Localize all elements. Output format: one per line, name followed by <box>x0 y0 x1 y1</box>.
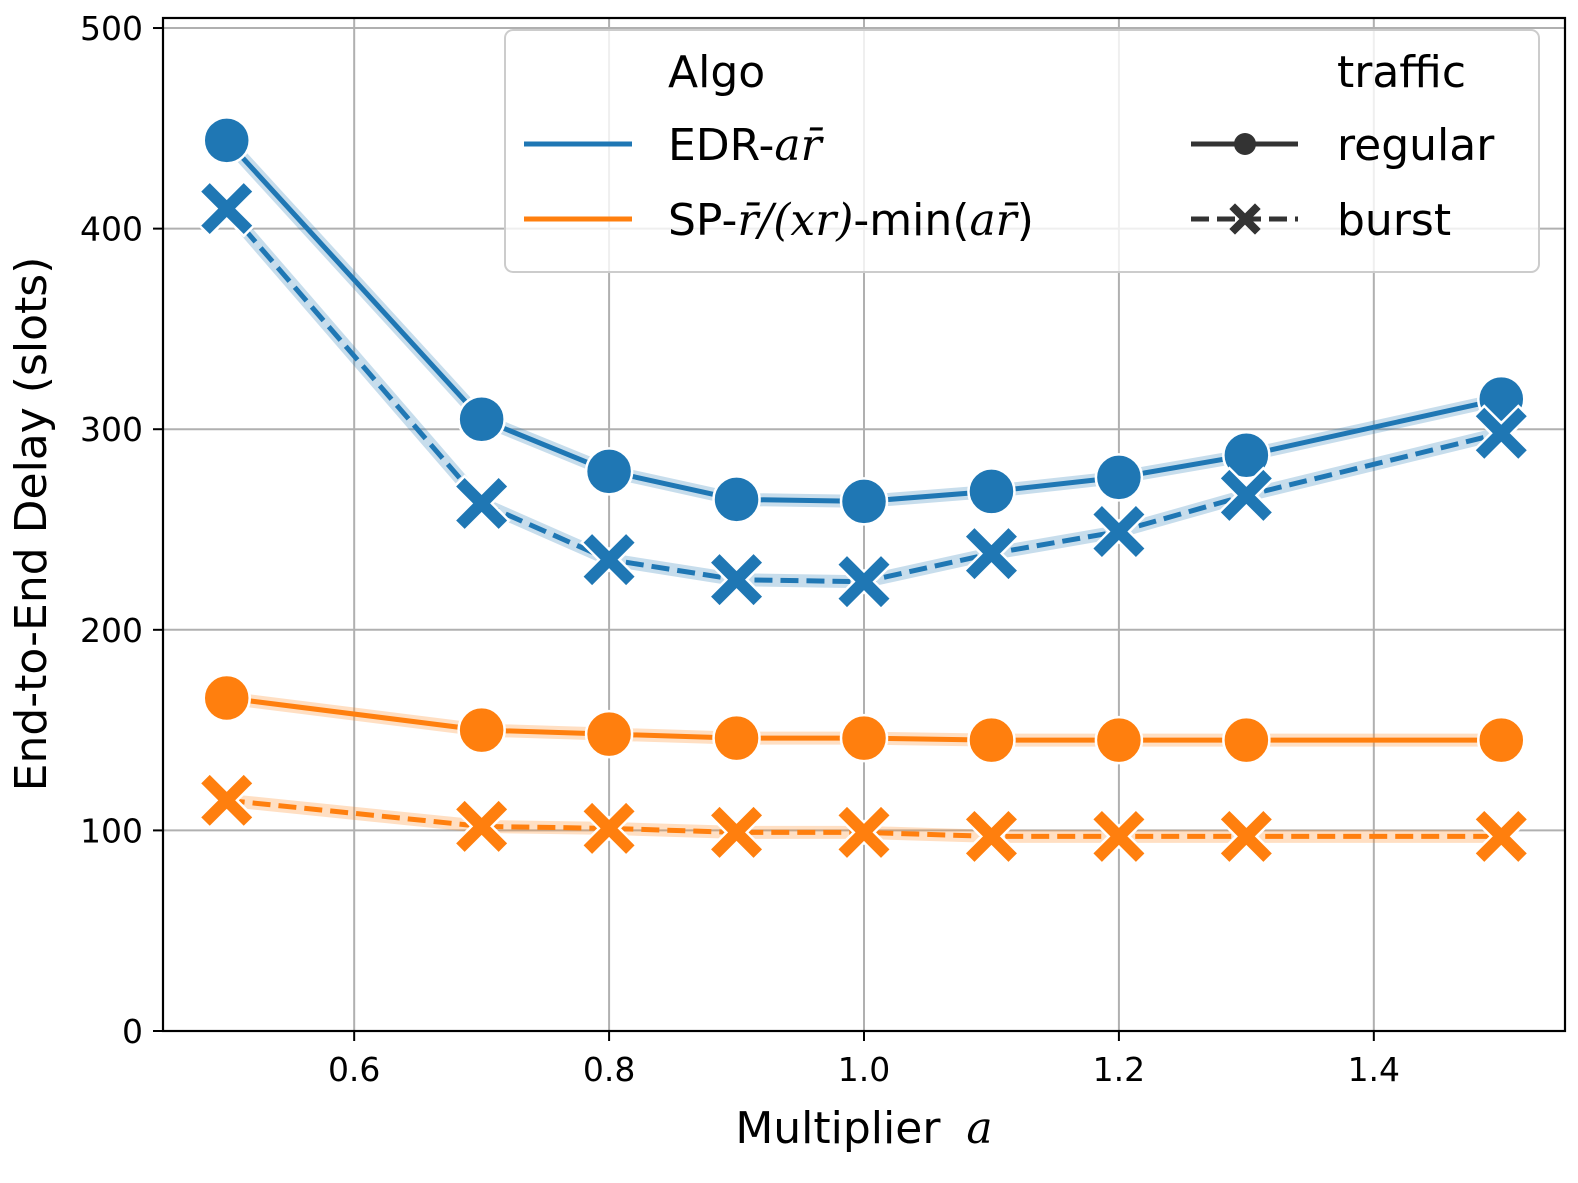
series-layer <box>197 116 1531 866</box>
legend: Algo traffic EDR-ar̄ SP-r̄/(xr)-min(ar̄)… <box>504 29 1540 273</box>
legend-sp-suffix: -min( <box>853 195 969 246</box>
edr-burst-point <box>580 530 639 589</box>
x-marker <box>838 806 890 858</box>
x-marker <box>1220 469 1272 521</box>
y-tick-label: 0 <box>122 1012 143 1051</box>
edr-burst-point <box>707 550 766 609</box>
sp-regular-point <box>712 713 761 763</box>
x-tick-label: 0.8 <box>583 1050 635 1089</box>
edr-regular-point <box>202 116 251 165</box>
sp-burst-point <box>834 803 894 862</box>
y-tick-label: 100 <box>80 811 143 850</box>
edr-regular-point <box>1222 431 1271 480</box>
sp-burst-point <box>1472 807 1531 866</box>
edr-burst-point <box>1472 404 1531 463</box>
x-marker <box>711 554 763 606</box>
sp-burst-point <box>452 797 511 856</box>
x-marker <box>456 800 508 852</box>
legend-sp-suffix2: ) <box>1017 195 1034 246</box>
sp-regular-point <box>457 705 506 755</box>
x-marker <box>965 528 1017 580</box>
x-tick-label: 1.4 <box>1348 1050 1400 1089</box>
y-tick-label: 500 <box>80 9 143 48</box>
x-marker <box>711 806 763 858</box>
x-axis-title-math: a <box>966 1103 992 1154</box>
y-tick-label: 200 <box>80 611 143 650</box>
x-marker <box>456 477 508 529</box>
sp-burst-point <box>707 803 766 862</box>
y-axis-title: End-to-End Delay (slots) <box>6 257 57 792</box>
edr-burst-point <box>834 552 894 611</box>
edr-regular-point <box>712 475 761 524</box>
legend-sp-label: SP-r̄/(xr)-min(ar̄) <box>668 195 1034 246</box>
sp-burst-point <box>1089 807 1148 866</box>
x-marker <box>1475 407 1527 459</box>
x-marker <box>1093 810 1145 862</box>
sp-regular-point <box>1222 715 1271 765</box>
x-marker <box>583 802 635 854</box>
sp-regular-point <box>584 709 634 759</box>
axis-ticks: 0.6 0.8 1.0 1.2 1.4 0 100 200 300 400 500 <box>80 9 1400 1089</box>
edr-regular-point <box>967 467 1016 516</box>
x-marker <box>1475 810 1527 862</box>
edr-regular-point <box>457 394 506 444</box>
edr-regular-point <box>839 477 889 526</box>
legend-sp-math2: ar̄ <box>969 195 1019 246</box>
edr-burst-point <box>197 179 256 238</box>
x-marker <box>1220 810 1272 862</box>
x-axis-title: Multiplier a <box>735 1103 992 1154</box>
x-tick-label: 1.0 <box>838 1050 890 1089</box>
legend-burst-label: burst <box>1337 195 1451 246</box>
legend-edr-label: EDR-ar̄ <box>668 120 825 171</box>
x-tick-label: 0.6 <box>328 1050 380 1089</box>
x-marker <box>1093 506 1145 558</box>
edr-burst-point <box>1217 466 1276 525</box>
legend-box <box>504 29 1540 273</box>
x-marker <box>838 556 890 608</box>
x-marker <box>583 534 635 586</box>
legend-regular-label: regular <box>1337 120 1495 171</box>
edr-burst-point <box>1089 502 1148 561</box>
sp-burst-point <box>580 799 639 858</box>
sp-regular-point <box>967 715 1016 765</box>
sp-burst-point <box>1217 807 1276 866</box>
legend-algo-title: Algo <box>668 47 765 98</box>
sp-regular-point <box>839 713 889 763</box>
x-marker <box>965 810 1017 862</box>
sp-regular-point <box>1477 715 1526 765</box>
x-axis-title-text: Multiplier <box>735 1103 941 1154</box>
x-tick-label: 1.2 <box>1093 1050 1145 1089</box>
x-marker <box>201 183 253 235</box>
sp-burst-point <box>197 771 256 830</box>
edr-regular-point <box>1094 453 1144 502</box>
sp-regular-point <box>1094 715 1144 765</box>
legend-sp-math: r̄/(xr) <box>737 195 853 246</box>
legend-sp-prefix: SP- <box>668 195 737 246</box>
sp-regular-point <box>202 673 251 723</box>
y-tick-label: 400 <box>80 210 143 249</box>
edr-burst-point <box>962 524 1021 583</box>
legend-burst-marker <box>1229 203 1261 235</box>
edr-regular-point <box>584 447 634 496</box>
legend-edr-math: ar̄ <box>774 120 824 171</box>
x-marker <box>201 774 253 826</box>
y-tick-label: 300 <box>80 410 143 449</box>
sp-burst-point <box>962 807 1021 866</box>
legend-edr-prefix: EDR- <box>668 120 774 171</box>
legend-traffic-title: traffic <box>1337 47 1466 98</box>
edr-burst-point <box>452 474 511 533</box>
legend-regular-marker <box>1234 133 1256 155</box>
